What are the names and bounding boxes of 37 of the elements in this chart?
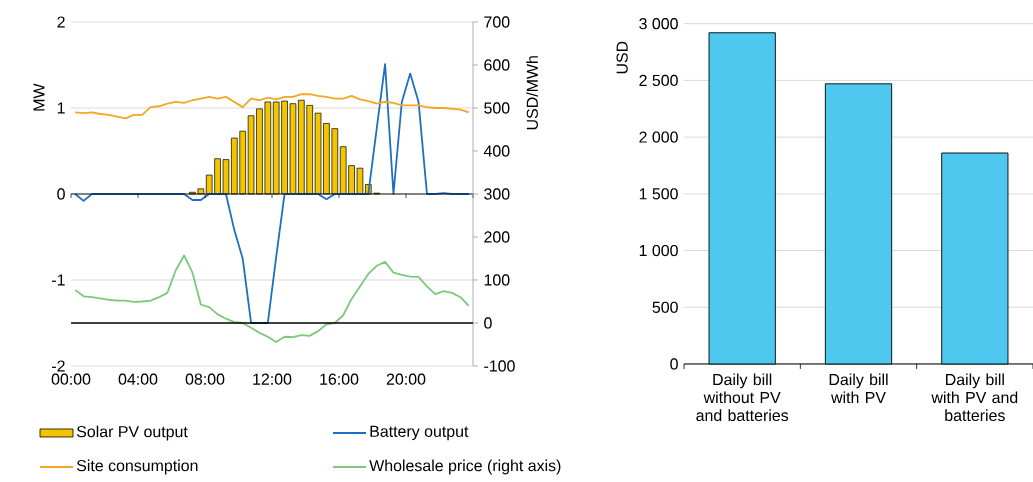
y-tick-label: 1 [57,102,65,114]
y-tick-label: 2 000 [639,131,678,143]
y-tick-label: 3 000 [639,18,678,30]
y-tick-label: 0 [670,358,678,370]
y-tick-label: 500 [652,301,678,313]
y2-tick-label: 600 [484,59,510,71]
x-tick-label: 08:00 [185,373,225,385]
y2-tick-label: 700 [484,16,510,28]
y-tick-label: -2 [52,360,65,372]
y2-tick-label: 100 [484,274,510,286]
y2-tick-label: 300 [484,188,510,200]
x-tick-label: Daily bill with PV and batteries [931,373,1018,422]
legend-label: Wholesale price (right axis) [369,459,561,475]
y2-tick-label: 200 [484,231,510,243]
x-tick-label: 16:00 [320,373,359,385]
y2-axis-title: USD/MWh [526,56,538,130]
y-tick-label: 1 500 [639,188,678,200]
y-axis-title: MW [33,83,45,111]
y2-tick-label: 500 [484,102,510,114]
legend-label: Battery output [370,425,469,441]
y-tick-label: 0 [57,188,65,200]
y-tick-label: 2 [57,16,65,28]
x-tick-label: 20:00 [386,373,426,385]
x-tick-label: Daily bill without PV and batteries [696,373,789,422]
x-tick-label: 04:00 [118,373,158,385]
x-tick-label: 00:00 [51,373,91,385]
y-tick-label: 2 500 [639,74,678,87]
x-tick-label: Daily bill with PV [829,373,888,404]
y2-tick-label: -100 [484,360,515,372]
y2-tick-label: 400 [483,145,510,157]
y-axis-title: USD [616,41,628,74]
y-tick-label: 1 000 [639,244,678,257]
y2-tick-label: 0 [484,317,492,329]
x-tick-label: 12:00 [253,373,292,385]
y-tick-label: -1 [52,274,65,286]
legend-label: Solar PV output [76,425,188,441]
legend-label: Site consumption [76,459,198,475]
